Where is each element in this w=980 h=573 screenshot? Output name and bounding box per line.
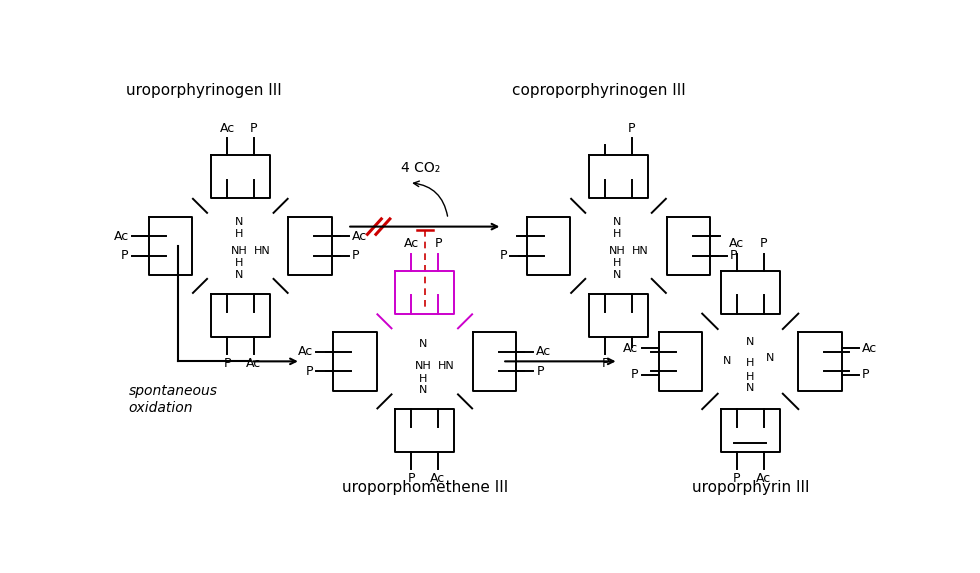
Text: P: P xyxy=(602,357,609,370)
Text: Ac: Ac xyxy=(352,230,368,242)
Text: H
N: H N xyxy=(419,374,427,395)
Text: coproporphyrinogen III: coproporphyrinogen III xyxy=(512,83,685,97)
Text: P: P xyxy=(760,237,767,250)
Text: N: N xyxy=(419,339,427,348)
Text: N: N xyxy=(746,337,755,347)
Text: uroporphomethene III: uroporphomethene III xyxy=(342,480,508,494)
Text: P: P xyxy=(250,122,258,135)
Text: uroporphyrinogen III: uroporphyrinogen III xyxy=(126,83,282,97)
Text: P: P xyxy=(631,368,639,381)
Text: N: N xyxy=(723,356,732,366)
Text: NH: NH xyxy=(415,361,431,371)
Text: P: P xyxy=(434,237,442,250)
Text: Ac: Ac xyxy=(298,345,314,358)
Text: Ac: Ac xyxy=(114,230,128,242)
Text: H
N: H N xyxy=(612,258,621,280)
Text: N
H: N H xyxy=(234,217,243,239)
Text: P: P xyxy=(536,364,544,378)
Text: Ac: Ac xyxy=(729,237,745,250)
Text: NH: NH xyxy=(609,246,625,256)
Text: Ac: Ac xyxy=(430,472,446,485)
Text: 4 CO₂: 4 CO₂ xyxy=(401,161,440,175)
Text: Ac: Ac xyxy=(536,345,552,358)
Text: P: P xyxy=(408,472,416,485)
Text: HN: HN xyxy=(632,246,649,256)
Text: N
H: N H xyxy=(612,217,621,239)
Text: spontaneous
oxidation: spontaneous oxidation xyxy=(128,384,218,415)
Text: P: P xyxy=(306,364,314,378)
Text: N: N xyxy=(765,353,774,363)
Text: Ac: Ac xyxy=(756,472,771,485)
Text: Ac: Ac xyxy=(246,357,262,370)
Text: Ac: Ac xyxy=(861,342,877,355)
Text: NH: NH xyxy=(230,246,247,256)
Text: H
N: H N xyxy=(746,371,755,393)
Text: H: H xyxy=(746,358,755,368)
Text: P: P xyxy=(733,472,741,485)
Text: P: P xyxy=(122,249,128,262)
Text: P: P xyxy=(500,249,507,262)
Text: HN: HN xyxy=(438,361,455,371)
Text: P: P xyxy=(223,357,231,370)
Text: P: P xyxy=(730,249,738,262)
Text: Ac: Ac xyxy=(220,122,234,135)
Text: Ac: Ac xyxy=(623,342,639,355)
Text: uroporphyrin III: uroporphyrin III xyxy=(692,480,809,494)
Text: HN: HN xyxy=(254,246,270,256)
Text: P: P xyxy=(861,368,869,381)
Text: P: P xyxy=(628,122,635,135)
Text: P: P xyxy=(352,249,360,262)
Text: H
N: H N xyxy=(234,258,243,280)
Text: Ac: Ac xyxy=(404,237,419,250)
